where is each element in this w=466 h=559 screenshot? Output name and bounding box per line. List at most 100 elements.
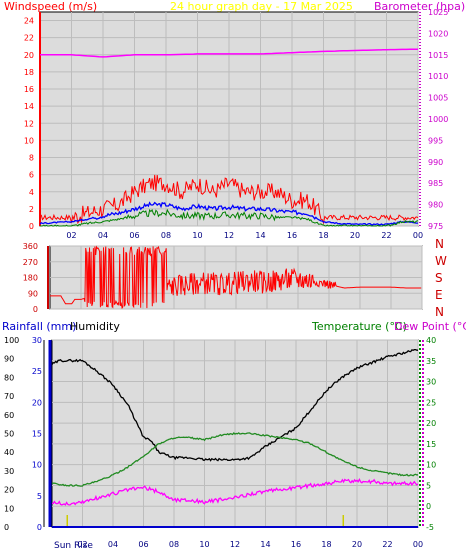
- direction-tick-label-360: 360: [23, 242, 38, 251]
- humidity-tick-label-70: 70: [4, 392, 14, 401]
- wind-panel-x-tick-18: 18: [318, 231, 328, 240]
- wind-panel-x-tick-06: 06: [129, 231, 139, 240]
- direction-tick-label-180: 180: [23, 274, 38, 283]
- lower-panel-x-tick-20: 20: [352, 540, 362, 549]
- barometer-line: [40, 48, 419, 58]
- barometer-tick-label-980: 980: [428, 201, 443, 210]
- windspeed-tick-label-4: 4: [29, 188, 34, 197]
- temperature-tick-label-5: 5: [426, 481, 431, 490]
- lower-panel-x-tick-06: 06: [138, 540, 148, 549]
- windspeed-tick-label-20: 20: [24, 51, 34, 60]
- temperature-tick-label-40: 40: [426, 336, 436, 345]
- windspeed-tick-label-22: 22: [24, 34, 34, 43]
- windspeed-tick-label-18: 18: [24, 68, 34, 77]
- humidity-tick-label-30: 30: [4, 467, 14, 476]
- direction-tick-label-0: 0: [33, 305, 38, 314]
- rainfall-tick-label-25: 25: [32, 367, 42, 376]
- direction-letter-n-bottom: N: [435, 305, 444, 319]
- humidity-tick-label-40: 40: [4, 448, 14, 457]
- wind-panel-x-tick-10: 10: [192, 231, 202, 240]
- lower-panel-x-tick-18: 18: [321, 540, 331, 549]
- lower-panel-x-tick-04: 04: [108, 540, 118, 549]
- windspeed-tick-label-6: 6: [29, 171, 34, 180]
- temperature-tick-label-35: 35: [426, 357, 436, 366]
- barometer-tick-label-990: 990: [428, 158, 443, 167]
- direction-tick-label-90: 90: [28, 289, 38, 298]
- wind-average-line: [39, 201, 418, 226]
- humidity-tick-label-100: 100: [4, 336, 19, 345]
- direction-letter-s: S: [435, 271, 443, 285]
- wind-gust-line: [39, 174, 419, 225]
- barometer-tick-label-975: 975: [428, 222, 443, 231]
- dewpoint-axis-title: Dew Point (°C): [394, 320, 466, 333]
- lower-panel-x-tick-14: 14: [260, 540, 270, 549]
- windspeed-axis-title: Windspeed (m/s): [4, 0, 97, 13]
- wind-low-line: [40, 208, 419, 227]
- humidity-tick-label-50: 50: [4, 430, 14, 439]
- wind-panel-x-tick-22: 22: [381, 231, 391, 240]
- barometer-tick-label-1025: 1025: [428, 8, 448, 17]
- temperature-tick-label-20: 20: [426, 419, 436, 428]
- windspeed-tick-label-24: 24: [24, 17, 34, 26]
- humidity-tick-label-20: 20: [4, 486, 14, 495]
- lower-panel-x-tick-10: 10: [199, 540, 209, 549]
- humidity-tick-label-90: 90: [4, 355, 14, 364]
- barometer-tick-label-1015: 1015: [428, 51, 448, 60]
- direction-letter-w: W: [435, 254, 447, 268]
- wind-panel-x-tick-00: 00: [413, 231, 423, 240]
- humidity-tick-label-0: 0: [4, 523, 9, 532]
- lower-panel-x-tick-02: 02: [77, 540, 87, 549]
- temperature-tick-label-25: 25: [426, 398, 436, 407]
- wind-direction-line: [50, 245, 422, 310]
- dewpoint-line: [51, 477, 419, 506]
- wind-panel-x-tick-08: 08: [161, 231, 171, 240]
- windspeed-tick-label-10: 10: [24, 136, 34, 145]
- wind-panel-x-tick-14: 14: [255, 231, 265, 240]
- temperature-line: [51, 432, 419, 487]
- windspeed-tick-label-16: 16: [24, 85, 34, 94]
- rainfall-tick-label-20: 20: [32, 398, 42, 407]
- windspeed-tick-label-12: 12: [24, 119, 34, 128]
- barometer-tick-label-985: 985: [428, 179, 443, 188]
- windspeed-tick-label-14: 14: [24, 102, 34, 111]
- barometer-tick-label-1020: 1020: [428, 29, 448, 38]
- windspeed-tick-label-2: 2: [29, 205, 34, 214]
- rainfall-tick-label-5: 5: [37, 492, 42, 501]
- rainfall-axis-title: Rainfall (mm): [2, 320, 76, 333]
- barometer-tick-label-1000: 1000: [428, 115, 448, 124]
- temperature-tick-label--5: -5: [426, 523, 434, 532]
- windspeed-tick-label-0: 0: [29, 222, 34, 231]
- direction-letter-e: E: [435, 288, 443, 302]
- lower-panel-x-tick-00: 00: [413, 540, 423, 549]
- temperature-tick-label-30: 30: [426, 378, 436, 387]
- wind-panel-x-tick-04: 04: [98, 231, 108, 240]
- barometer-tick-label-995: 995: [428, 136, 443, 145]
- wind-panel-x-tick-20: 20: [350, 231, 360, 240]
- lower-panel-x-tick-12: 12: [230, 540, 240, 549]
- rainfall-tick-label-15: 15: [32, 430, 42, 439]
- humidity-tick-label-80: 80: [4, 373, 14, 382]
- humidity-line: [51, 348, 418, 462]
- windspeed-tick-label-8: 8: [29, 154, 34, 163]
- rainfall-tick-label-10: 10: [32, 461, 42, 470]
- direction-letter-n-top: N: [435, 237, 444, 251]
- barometer-axis-title: Barometer (hpa): [374, 0, 465, 13]
- barometer-tick-label-1010: 1010: [428, 72, 448, 81]
- lower-panel-x-tick-22: 22: [382, 540, 392, 549]
- temperature-tick-label-10: 10: [426, 461, 436, 470]
- wind-panel-x-tick-12: 12: [224, 231, 234, 240]
- humidity-tick-label-10: 10: [4, 504, 14, 513]
- sun-rise-label: Sun Rise: [54, 541, 93, 551]
- lower-panel-x-tick-08: 08: [169, 540, 179, 549]
- lower-panel-x-tick-16: 16: [291, 540, 301, 549]
- wind-panel-x-tick-02: 02: [66, 231, 76, 240]
- barometer-tick-label-1005: 1005: [428, 94, 448, 103]
- wind-panel-x-tick-16: 16: [287, 231, 297, 240]
- temperature-tick-label-15: 15: [426, 440, 436, 449]
- graph-title: 24 hour graph day - 17 Mar 2025: [170, 0, 353, 13]
- direction-tick-label-270: 270: [23, 258, 38, 267]
- humidity-tick-label-60: 60: [4, 411, 14, 420]
- temperature-axis-title: Temperature (°C): [311, 320, 407, 333]
